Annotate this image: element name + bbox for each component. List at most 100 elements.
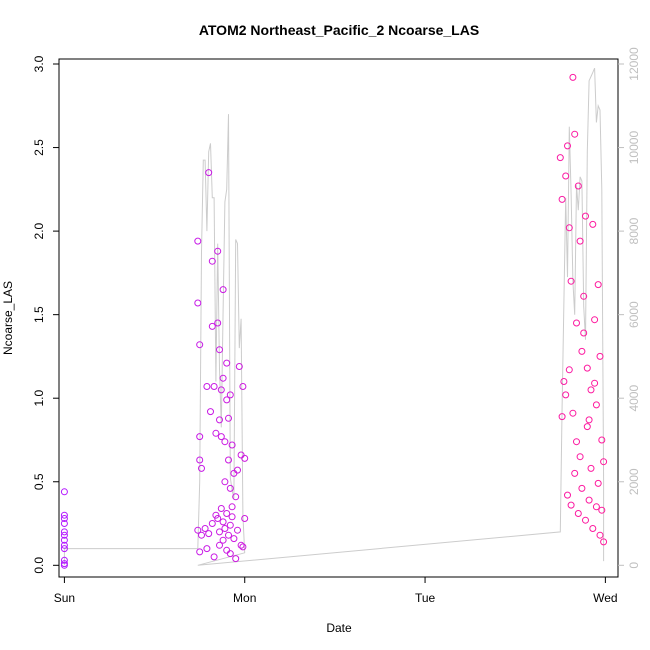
data-point [214,515,222,522]
x-axis: Sun Mon Tue Wed [54,577,618,605]
data-point [203,545,211,553]
data-point [556,154,564,162]
data-point [60,531,68,539]
data-point [223,396,231,404]
data-point [558,413,566,421]
data-point [574,182,582,190]
data-point [196,456,204,464]
data-point [600,538,608,546]
data-point [196,433,204,441]
data-point [576,237,584,245]
data-point [219,536,227,544]
data-point [217,505,225,512]
data-point [241,454,249,462]
data-point [194,299,202,307]
y-tick-label: 2.5 [32,139,46,156]
data-point [205,530,213,538]
data-point [196,341,204,349]
data-point [232,555,240,563]
data-point [583,423,591,431]
data-point [232,493,240,501]
data-point [239,383,247,390]
y-axis: 0.0 0.5 1.0 1.5 2.0 2.5 3.0 [32,55,59,574]
data-point [60,528,68,536]
data-point [571,130,579,138]
data-point [60,541,68,549]
data-point [237,451,245,459]
data-point [221,525,229,532]
x-tick-label: Tue [415,591,436,605]
data-point [223,359,231,367]
data-point [216,528,223,536]
points-layer [60,73,608,569]
data-point [223,510,231,517]
data-point [600,458,608,466]
data-point [216,416,223,424]
data-point [237,541,245,549]
data-point [558,195,566,203]
data-point [225,414,232,422]
data-point [234,526,241,534]
data-point [217,433,225,441]
altitude-line-layer [63,68,605,566]
y-tick-label: 1.5 [32,306,46,323]
data-point [589,525,597,532]
data-point [564,491,571,499]
x-tick-label: Wed [593,591,617,605]
data-point [592,503,600,511]
data-point [208,257,216,265]
altitude-line [63,68,605,566]
data-point [226,391,234,399]
data-point [221,478,229,486]
data-point [214,247,222,255]
data-point [567,501,575,509]
data-point [571,469,579,477]
y-tick-label: 2.0 [32,222,46,239]
data-point [228,441,236,449]
y-tick-label: 0.0 [32,557,46,574]
data-point [194,237,202,245]
data-point [212,511,220,519]
data-point [208,322,216,330]
data-point [596,352,604,360]
data-point [225,531,232,539]
data-point [565,366,573,374]
data-point [198,464,205,472]
data-point [587,464,595,472]
data-point [207,408,214,416]
data-point [582,516,589,524]
y-axis-label: Ncoarse_LAS [1,281,15,355]
data-point [594,479,602,487]
data-point [589,220,597,228]
data-point [226,484,234,492]
data-point [214,319,222,327]
data-point [60,520,68,527]
data-point [60,545,68,553]
x-axis-label: Date [326,621,352,635]
data-point [565,224,573,232]
data-point [585,416,593,424]
data-point [60,556,68,564]
data-point [580,329,588,337]
data-point [598,436,606,444]
data-point [226,550,234,558]
x-tick-label: Sun [54,591,75,605]
data-point [221,438,229,446]
data-point [594,281,602,289]
data-point [198,531,205,539]
data-point [562,391,570,399]
data-point [564,142,571,150]
data-point [216,541,223,549]
data-point [235,363,243,370]
data-point [578,347,586,355]
data-point [573,319,580,327]
right-tick-label: 0 [627,562,641,569]
right-tick-label: 2000 [627,468,641,495]
data-point [194,526,202,534]
right-tick-label: 8000 [627,217,641,244]
data-point [212,429,220,437]
right-axis: 0 2000 4000 6000 8000 10000 12000 [618,47,641,569]
data-point [569,73,577,81]
data-point [582,212,589,220]
